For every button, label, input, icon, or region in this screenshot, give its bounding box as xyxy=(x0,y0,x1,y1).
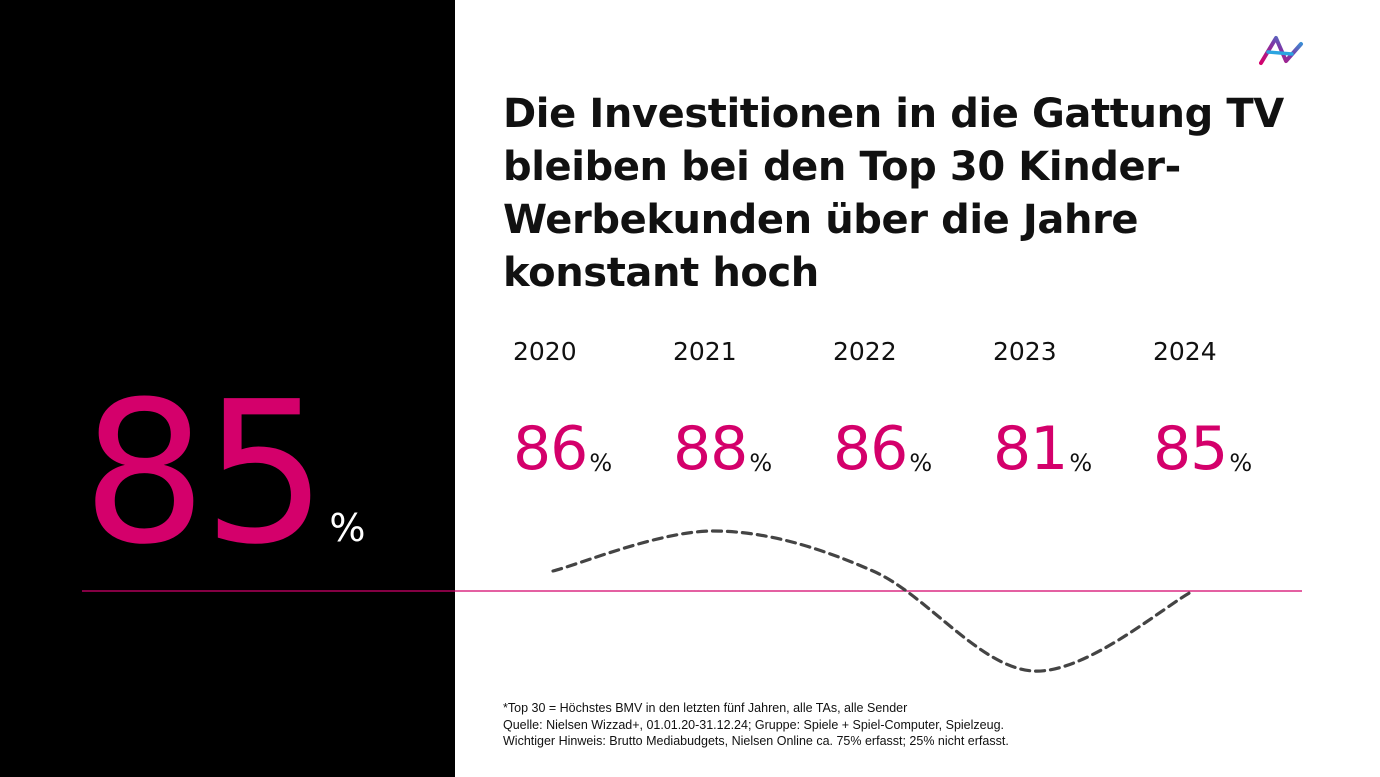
year-value: 86 xyxy=(513,414,588,484)
year-label: 2023 xyxy=(993,337,1057,366)
percent-unit: % xyxy=(1069,449,1093,477)
summary-value: 85 xyxy=(82,360,327,588)
year-label: 2021 xyxy=(673,337,737,366)
brand-logo-icon xyxy=(1259,36,1303,65)
year-value: 88 xyxy=(673,414,748,484)
year-column-2023: 2023 81 % xyxy=(993,336,1143,479)
footnote-disclaimer: Wichtiger Hinweis: Brutto Mediabudgets, … xyxy=(503,734,1009,748)
year-value: 85 xyxy=(1153,414,1228,484)
year-column-2022: 2022 86 % xyxy=(833,336,983,479)
trend-line xyxy=(551,529,1195,673)
percent-unit: % xyxy=(589,449,613,477)
year-column-2024: 2024 85 % xyxy=(1153,336,1303,479)
percent-unit: % xyxy=(1229,449,1253,477)
footnote-definition: *Top 30 = Höchstes BMV in den letzten fü… xyxy=(503,701,908,715)
year-column-2020: 2020 86 % xyxy=(513,336,663,479)
footnote: *Top 30 = Höchstes BMV in den letzten fü… xyxy=(503,700,1363,750)
year-label: 2022 xyxy=(833,337,897,366)
page-title: Die Investitionen in die Gattung TV blei… xyxy=(503,91,1284,296)
percent-unit: % xyxy=(749,449,773,477)
summary-unit: % xyxy=(329,506,366,550)
year-label: 2024 xyxy=(1153,337,1217,366)
footnote-source: Quelle: Nielsen Wizzad+, 01.01.20-31.12.… xyxy=(503,717,1004,732)
year-value: 81 xyxy=(993,414,1068,484)
percent-unit: % xyxy=(909,449,933,477)
year-label: 2020 xyxy=(513,337,577,366)
summary-stat: 85 % xyxy=(82,372,366,572)
left-panel: 85 % xyxy=(0,0,455,777)
year-value: 86 xyxy=(833,414,908,484)
year-column-2021: 2021 88 % xyxy=(673,336,823,479)
